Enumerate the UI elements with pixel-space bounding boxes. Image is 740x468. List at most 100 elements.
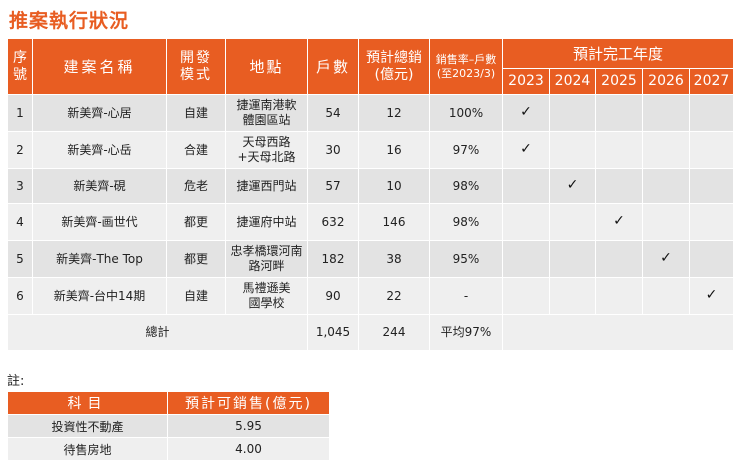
- note-value: 4.00: [167, 437, 330, 461]
- row-units: 90: [307, 277, 359, 315]
- year-cell: [595, 277, 643, 315]
- row-location: 捷運南港軟體園區站: [225, 94, 308, 132]
- row-sales: 10: [358, 168, 430, 204]
- header-mode: 開發模式: [166, 38, 226, 95]
- year-cell: [502, 203, 550, 241]
- total-sales: 244: [358, 314, 430, 351]
- header-rate: 銷售率–戶數(至2023/3): [429, 38, 503, 95]
- table-row: 3 新美齊-硯 危老 捷運西門站 57 10 98% ✓: [7, 168, 734, 204]
- row-name: 新美齊-The Top: [32, 240, 167, 278]
- year-cell: [502, 168, 550, 204]
- row-mode: 都更: [166, 203, 226, 241]
- year-cell: [689, 203, 734, 241]
- year-cell: [595, 240, 643, 278]
- table-row: 5 新美齊-The Top 都更 忠孝橋環河南路河畔 182 38 95% ✓: [7, 240, 734, 278]
- header-year: 2026: [642, 68, 690, 95]
- year-cell: ✓: [689, 277, 734, 315]
- year-cell: ✓: [595, 203, 643, 241]
- row-units: 30: [307, 131, 359, 169]
- row-units: 57: [307, 168, 359, 204]
- total-row: 總計 1,045 244 平均97%: [7, 314, 734, 351]
- row-seq: 4: [7, 203, 33, 241]
- year-cell: ✓: [549, 168, 596, 204]
- row-sales: 16: [358, 131, 430, 169]
- header-units: 戶數: [307, 38, 359, 95]
- row-seq: 2: [7, 131, 33, 169]
- row-seq: 3: [7, 168, 33, 204]
- note-value: 5.95: [167, 414, 330, 438]
- year-cell: ✓: [502, 94, 550, 132]
- check-icon: ✓: [566, 177, 579, 194]
- row-mode: 危老: [166, 168, 226, 204]
- row-location: 捷運府中站: [225, 203, 308, 241]
- year-cell: [549, 203, 596, 241]
- note-item: 待售房地: [7, 437, 168, 461]
- row-name: 新美齊-心居: [32, 94, 167, 132]
- row-name: 新美齊-心岳: [32, 131, 167, 169]
- row-location: 捷運西門站: [225, 168, 308, 204]
- check-icon: ✓: [520, 141, 532, 158]
- header-seq: 序號: [7, 38, 33, 95]
- row-units: 632: [307, 203, 359, 241]
- check-icon: ✓: [660, 250, 672, 267]
- row-rate: 100%: [429, 94, 503, 132]
- year-cell: [689, 240, 734, 278]
- year-cell: [549, 131, 596, 169]
- year-cell: [642, 277, 690, 315]
- note-item: 投資性不動產: [7, 414, 168, 438]
- check-icon: ✓: [613, 213, 625, 230]
- total-rate: 平均97%: [429, 314, 503, 351]
- year-cell: [595, 94, 643, 132]
- total-empty: [502, 314, 734, 351]
- total-label: 總計: [7, 314, 308, 351]
- year-cell: [689, 131, 734, 169]
- row-name: 新美齊-硯: [32, 168, 167, 204]
- page-title: 推案執行狀況: [9, 10, 130, 32]
- row-units: 54: [307, 94, 359, 132]
- note-header-item: 科目: [7, 391, 168, 415]
- row-seq: 1: [7, 94, 33, 132]
- year-cell: [502, 277, 550, 315]
- row-location: 馬禮遜美國學校: [225, 277, 308, 315]
- note-label: 註:: [7, 374, 25, 389]
- header-location: 地點: [225, 38, 308, 95]
- project-table: 序號 建案名稱 開發模式 地點 戶數 預計總銷(億元) 銷售率–戶數(至2023…: [7, 38, 734, 351]
- header-year: 2027: [689, 68, 734, 95]
- row-rate: 98%: [429, 203, 503, 241]
- table-row: 4 新美齊-画世代 都更 捷運府中站 632 146 98% ✓: [7, 203, 734, 241]
- row-mode: 自建: [166, 94, 226, 132]
- year-cell: [549, 94, 596, 132]
- table-row: 6 新美齊-台中14期 自建 馬禮遜美國學校 90 22 - ✓: [7, 277, 734, 315]
- row-seq: 5: [7, 240, 33, 278]
- row-mode: 都更: [166, 240, 226, 278]
- row-sales: 146: [358, 203, 430, 241]
- check-icon: ✓: [705, 287, 718, 304]
- check-icon: ✓: [520, 104, 532, 121]
- year-cell: [689, 168, 734, 204]
- note-header-value: 預計可銷售(億元): [167, 391, 330, 415]
- year-cell: ✓: [642, 240, 690, 278]
- row-name: 新美齊-台中14期: [32, 277, 167, 315]
- row-rate: -: [429, 277, 503, 315]
- year-cell: [502, 240, 550, 278]
- row-rate: 95%: [429, 240, 503, 278]
- row-mode: 自建: [166, 277, 226, 315]
- row-name: 新美齊-画世代: [32, 203, 167, 241]
- year-cell: [642, 168, 690, 204]
- row-mode: 合建: [166, 131, 226, 169]
- row-rate: 97%: [429, 131, 503, 169]
- year-cell: [642, 131, 690, 169]
- note-row: 投資性不動產 5.95: [7, 414, 330, 438]
- total-units: 1,045: [307, 314, 359, 351]
- table-row: 2 新美齊-心岳 合建 天母西路+天母北路 30 16 97% ✓: [7, 131, 734, 169]
- row-location: 忠孝橋環河南路河畔: [225, 240, 308, 278]
- note-table: 科目 預計可銷售(億元) 投資性不動產 5.95 待售房地 4.00: [7, 391, 330, 461]
- row-sales: 12: [358, 94, 430, 132]
- row-sales: 22: [358, 277, 430, 315]
- header-completion: 預計完工年度: [502, 38, 734, 69]
- header-sales: 預計總銷(億元): [358, 38, 430, 95]
- row-rate: 98%: [429, 168, 503, 204]
- year-cell: [595, 131, 643, 169]
- year-cell: [642, 94, 690, 132]
- row-location: 天母西路+天母北路: [225, 131, 308, 169]
